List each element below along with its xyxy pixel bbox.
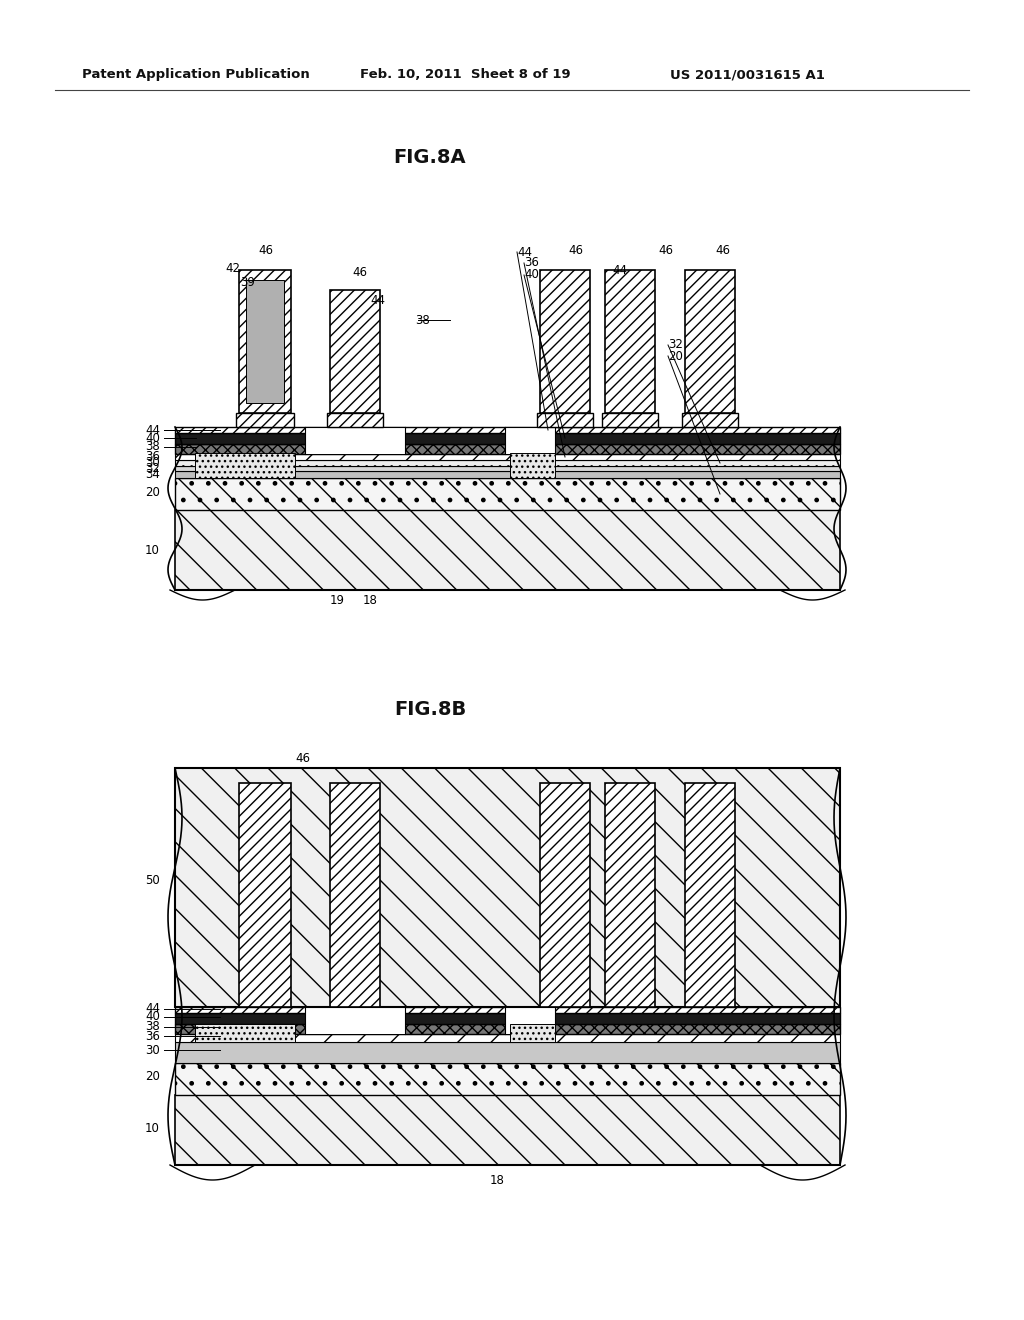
Text: 38: 38 <box>145 441 160 454</box>
Text: 46: 46 <box>715 243 730 256</box>
Text: 44: 44 <box>370 293 385 306</box>
Bar <box>239 271 291 413</box>
Text: 42: 42 <box>225 261 240 275</box>
Text: 10: 10 <box>145 1122 160 1134</box>
Bar <box>682 413 738 426</box>
Bar <box>175 1063 840 1096</box>
Bar <box>175 433 840 444</box>
Text: 30: 30 <box>145 1044 160 1056</box>
Text: 46: 46 <box>258 243 273 256</box>
Text: 34: 34 <box>145 469 160 482</box>
Text: FIG.8A: FIG.8A <box>393 148 466 168</box>
Bar <box>175 1007 840 1012</box>
Text: 20: 20 <box>145 487 160 499</box>
Text: 38: 38 <box>145 1020 160 1034</box>
Bar <box>605 271 655 413</box>
Bar <box>236 413 294 426</box>
Bar <box>175 426 840 433</box>
Bar <box>327 413 383 426</box>
Text: 19: 19 <box>330 594 345 606</box>
Bar <box>510 1024 555 1041</box>
Bar <box>175 466 840 471</box>
Text: 10: 10 <box>145 544 160 557</box>
Text: 30: 30 <box>145 457 160 470</box>
Bar <box>505 426 555 454</box>
Text: 44: 44 <box>612 264 627 277</box>
Text: 39: 39 <box>240 276 255 289</box>
Bar <box>239 783 291 1007</box>
Text: 40: 40 <box>145 432 160 445</box>
Bar <box>175 1096 840 1166</box>
Text: 44: 44 <box>145 1002 160 1015</box>
Bar <box>537 413 593 426</box>
Text: US 2011/0031615 A1: US 2011/0031615 A1 <box>670 69 825 81</box>
Text: 18: 18 <box>362 594 378 606</box>
Text: 40: 40 <box>145 1011 160 1023</box>
Bar <box>330 290 380 413</box>
Text: 36: 36 <box>145 1030 160 1043</box>
Bar <box>175 510 840 590</box>
Bar <box>175 1024 840 1034</box>
Text: 20: 20 <box>145 1071 160 1084</box>
Bar <box>685 271 735 413</box>
Text: 36: 36 <box>145 450 160 462</box>
Bar <box>175 1012 840 1024</box>
Bar <box>330 783 380 1007</box>
Text: 18: 18 <box>490 1173 505 1187</box>
Bar <box>602 413 658 426</box>
Text: 44: 44 <box>145 424 160 437</box>
Text: 32: 32 <box>145 462 160 475</box>
Text: Feb. 10, 2011  Sheet 8 of 19: Feb. 10, 2011 Sheet 8 of 19 <box>360 69 570 81</box>
Bar <box>195 453 295 478</box>
Bar <box>540 271 590 413</box>
Text: 40: 40 <box>524 268 539 281</box>
Text: 32: 32 <box>668 338 683 351</box>
Bar <box>305 426 406 454</box>
Bar <box>175 459 840 466</box>
Text: 36: 36 <box>524 256 539 269</box>
Bar <box>175 1034 840 1041</box>
Text: 38: 38 <box>415 314 430 326</box>
Text: 46: 46 <box>295 751 310 764</box>
Bar <box>505 1007 555 1034</box>
Bar <box>605 783 655 1007</box>
Text: 50: 50 <box>145 874 160 887</box>
Text: 44: 44 <box>517 246 532 259</box>
Bar <box>540 783 590 1007</box>
Bar <box>305 1007 406 1034</box>
Text: 46: 46 <box>568 243 583 256</box>
Bar <box>175 444 840 454</box>
Text: 46: 46 <box>658 243 673 256</box>
Text: FIG.8B: FIG.8B <box>394 700 466 719</box>
Text: 46: 46 <box>352 265 367 279</box>
Bar <box>175 454 840 459</box>
Bar <box>195 1024 295 1041</box>
Bar <box>175 1041 840 1063</box>
Bar <box>685 783 735 1007</box>
Bar <box>175 768 840 1007</box>
Bar <box>175 471 840 478</box>
Text: Patent Application Publication: Patent Application Publication <box>82 69 309 81</box>
Bar <box>246 280 284 403</box>
Text: 20: 20 <box>668 350 683 363</box>
Bar <box>175 478 840 510</box>
Bar <box>510 453 555 478</box>
